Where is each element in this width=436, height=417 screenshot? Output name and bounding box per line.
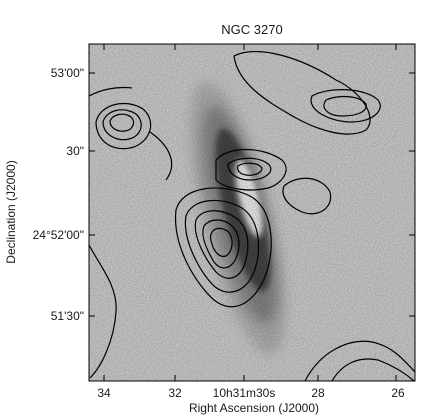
y-tick-label: 24°52'00" <box>33 228 84 242</box>
x-axis: 34 32 10h31m30s 28 26 Right Ascension (J… <box>97 44 405 415</box>
y-tick-label: 53'00" <box>51 66 84 80</box>
x-axis-label: Right Ascension (J2000) <box>189 401 319 415</box>
y-axis: 53'00" 30" 24°52'00" 51'30" Declination … <box>4 66 415 323</box>
x-tick-label: 10h31m30s <box>213 386 276 400</box>
x-tick: 32 <box>168 44 182 400</box>
y-axis-label: Declination (J2000) <box>4 160 18 263</box>
x-tick-label: 32 <box>168 386 182 400</box>
x-tick-label: 28 <box>311 386 325 400</box>
y-tick: 51'30" <box>51 309 415 323</box>
x-tick-label: 34 <box>97 386 111 400</box>
plot-area <box>89 44 415 381</box>
y-tick: 24°52'00" <box>33 228 415 242</box>
figure-title: NGC 3270 <box>221 22 282 37</box>
x-tick: 34 <box>97 44 111 400</box>
y-tick-label: 51'30" <box>51 309 84 323</box>
x-tick-label: 26 <box>391 386 405 400</box>
y-tick-label: 30" <box>66 144 84 158</box>
y-tick: 53'00" <box>51 66 415 80</box>
x-tick: 26 <box>391 44 405 400</box>
contour-lines <box>89 51 415 381</box>
galaxy-image <box>89 44 415 381</box>
x-tick: 10h31m30s <box>213 44 276 400</box>
plot-frame <box>88 43 416 382</box>
x-tick: 28 <box>311 44 325 400</box>
y-tick: 30" <box>66 144 415 158</box>
